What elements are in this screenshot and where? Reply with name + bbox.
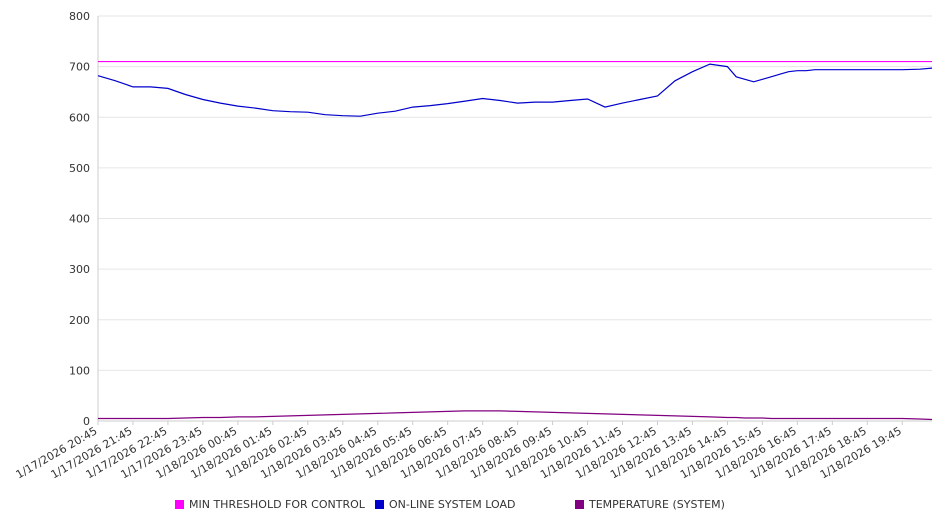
grid: [98, 15, 932, 371]
series-line-temperature: [98, 410, 933, 421]
axes: [97, 16, 932, 425]
y-tick-label: 300: [69, 263, 90, 276]
legend-label-system-load: ON-LINE SYSTEM LOAD: [389, 498, 516, 511]
y-tick-labels: 0 100 200 300 400 500 600 700 800: [69, 10, 90, 428]
y-tick-label: 0: [83, 415, 90, 428]
legend-swatch-temperature: [575, 500, 584, 509]
y-tick-label: 200: [69, 314, 90, 327]
legend-swatch-system-load: [375, 500, 384, 509]
legend-item-system-load: ON-LINE SYSTEM LOAD: [375, 498, 515, 511]
y-tick-label: 800: [69, 10, 90, 23]
series-line-system-load: [97, 63, 933, 117]
legend-item-min-threshold: MIN THRESHOLD FOR CONTROL: [175, 498, 365, 511]
y-tick-label: 100: [69, 364, 90, 377]
series: [97, 60, 933, 421]
y-tick-label: 400: [69, 213, 90, 226]
legend-label-min-threshold: MIN THRESHOLD FOR CONTROL: [189, 498, 365, 511]
y-tick-label: 500: [69, 162, 90, 175]
legend-item-temperature: TEMPERATURE (SYSTEM): [575, 498, 725, 511]
legend-swatch-min-threshold: [175, 500, 184, 509]
y-tick-label: 600: [69, 111, 90, 124]
y-tick-label: 700: [69, 61, 90, 74]
legend-label-temperature: TEMPERATURE (SYSTEM): [589, 498, 725, 511]
legend: MIN THRESHOLD FOR CONTROL ON-LINE SYSTEM…: [0, 498, 946, 514]
x-tick-labels: 1/17/2026 20:451/17/2026 21:451/17/2026 …: [14, 424, 904, 481]
